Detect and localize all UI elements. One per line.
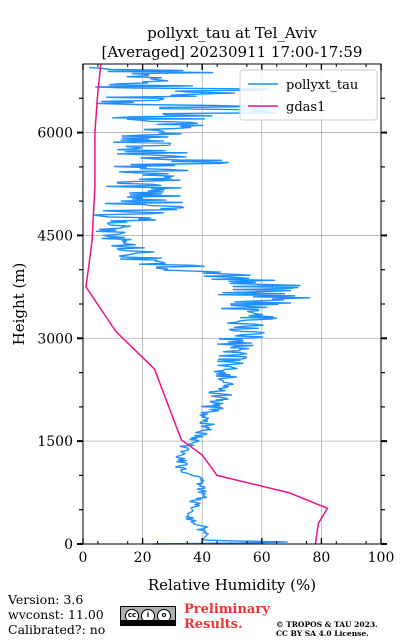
x-tick-label: 0	[79, 550, 88, 566]
series-line-pollyxt	[88, 66, 311, 545]
preliminary-notice: Preliminary Results.	[184, 602, 270, 632]
axis-ticks: 0 20 40 60 80 100 0 1500 3000 4500 6000	[37, 64, 394, 566]
y-tick-label: 1500	[37, 434, 73, 450]
chart-subtitle: [Averaged] 20230911 17:00-17:59	[102, 43, 363, 61]
calibrated-text: Calibrated?: no	[8, 622, 106, 637]
y-tick-label: 4500	[37, 228, 73, 244]
legend-box	[239, 69, 378, 121]
x-tick-label: 100	[368, 550, 395, 566]
license-text: © TROPOS & TAU 2023. CC BY SA 4.0 Licens…	[276, 620, 378, 638]
wvconst-text: wvconst: 11.00	[8, 607, 104, 622]
y-tick-label: 3000	[37, 331, 73, 347]
x-tick-label: 60	[253, 550, 271, 566]
preliminary-line-1: Preliminary	[184, 602, 270, 617]
x-tick-label: 80	[312, 550, 330, 566]
series-line-gdas1	[85, 63, 329, 545]
cc-license-icon: cc i o	[120, 606, 176, 626]
x-axis-label: Relative Humidity (%)	[148, 576, 316, 594]
legend-label-gdas1: gdas1	[286, 100, 325, 115]
series-layer	[85, 63, 329, 545]
x-tick-label: 20	[134, 550, 152, 566]
preliminary-line-2: Results.	[184, 617, 243, 632]
legend-label-pollyxt: pollyxt_tau	[286, 78, 358, 93]
x-tick-label: 40	[193, 550, 211, 566]
chart-title: pollyxt_tau at Tel_Aviv	[147, 24, 317, 42]
license-line-1: © TROPOS & TAU 2023.	[276, 620, 378, 629]
processing-info: Version: 3.6 wvconst: 11.00 Calibrated?:…	[8, 592, 105, 637]
version-text: Version: 3.6	[8, 592, 84, 607]
license-line-2: CC BY SA 4.0 License.	[276, 629, 369, 638]
y-tick-label: 0	[64, 537, 73, 553]
y-tick-label: 6000	[37, 126, 73, 142]
legend: pollyxt_tau gdas1	[239, 69, 378, 121]
y-axis-label: Height (m)	[10, 263, 28, 346]
